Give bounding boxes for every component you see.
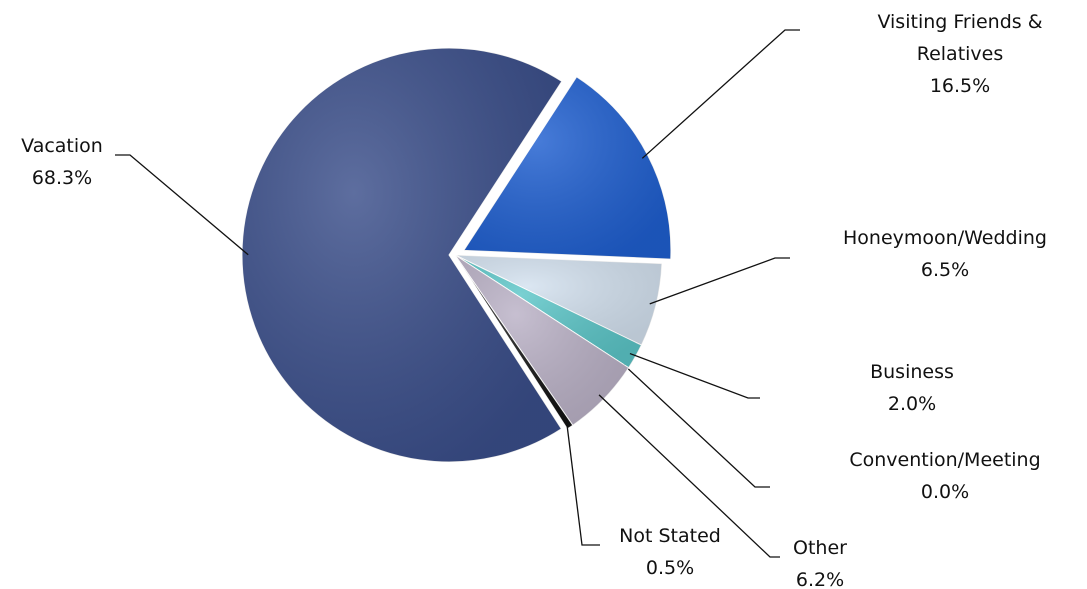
category-name: Convention/Meeting [849,449,1041,471]
slice-label: Convention/Meeting 0.0% [795,444,1087,508]
category-name: Honeymoon/Wedding [843,227,1047,249]
slice-shade [455,255,662,346]
leader-line [629,352,760,399]
slice-label: Other 6.2% [760,532,880,589]
category-name: Visiting Friends & Relatives [877,11,1043,65]
slice-shade [463,76,671,260]
slice-shade [455,255,573,429]
category-name: Business [870,361,954,383]
leader-line [115,154,249,256]
leader-line [649,257,790,305]
slice-label: Business 2.0% [812,356,1012,420]
category-name: Not Stated [619,525,721,547]
value-label: 6.2% [795,569,845,589]
slice-shade [455,255,629,426]
value-label: 2.0% [887,393,937,415]
category-name: Other [793,537,847,559]
value-label: 6.5% [920,259,970,281]
value-label: 0.5% [645,557,695,579]
leader-line [641,29,800,159]
slice-label: Vacation 68.3% [2,130,122,194]
value-label: 16.5% [929,75,991,97]
slice-label: Visiting Friends & Relatives 16.5% [845,6,1075,102]
value-label: 0.0% [920,481,970,503]
leader-line [565,421,600,546]
value-label: 68.3% [31,167,93,189]
leader-line [598,394,780,558]
leader-line [622,363,770,488]
slice-shade [242,47,562,462]
slice-label: Not Stated 0.5% [590,520,750,584]
slice-shade [455,255,642,368]
slice-label: Honeymoon/Wedding 6.5% [795,222,1087,286]
category-name: Vacation [21,135,103,157]
